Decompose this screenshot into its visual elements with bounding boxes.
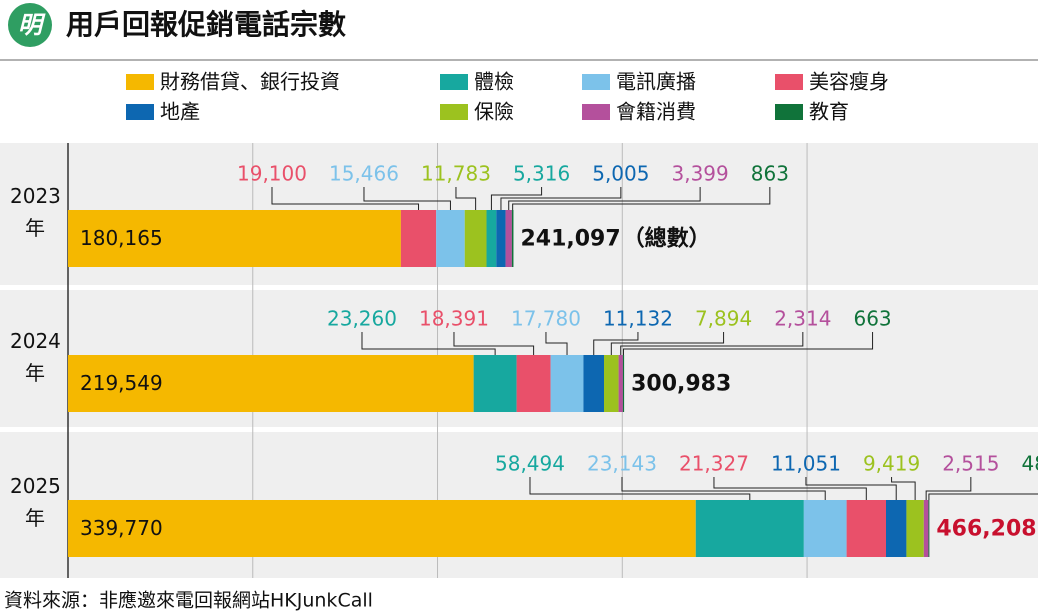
value-label: 58,494 bbox=[495, 452, 565, 476]
value-label: 7,894 bbox=[695, 307, 752, 331]
bar-segment bbox=[622, 355, 625, 412]
bar-segment bbox=[846, 500, 887, 557]
value-label: 9,419 bbox=[863, 452, 920, 476]
value-label: 11,132 bbox=[603, 307, 673, 331]
total-label: 241,097 bbox=[520, 227, 620, 252]
leader-line bbox=[363, 187, 451, 210]
bar-segment bbox=[886, 500, 907, 557]
bar-segment bbox=[400, 210, 437, 267]
bar-segment bbox=[803, 500, 847, 557]
bar-segment bbox=[516, 355, 551, 412]
legend-label: 電訊廣播 bbox=[616, 70, 696, 94]
legend-label: 體檢 bbox=[474, 70, 514, 94]
bar-segment bbox=[550, 355, 584, 412]
leader-line bbox=[508, 187, 701, 210]
chart-title: 用戶回報促銷電話宗數 bbox=[66, 8, 346, 41]
value-label: 23,260 bbox=[327, 307, 397, 331]
legend-swatch bbox=[582, 74, 610, 90]
legend-swatch bbox=[775, 74, 803, 90]
value-label: 219,549 bbox=[80, 371, 163, 395]
category-label: 2025年 bbox=[10, 474, 61, 530]
leader-line bbox=[545, 332, 568, 355]
bar-segment bbox=[505, 210, 512, 267]
legend-label: 保險 bbox=[474, 100, 514, 124]
bar-segment bbox=[486, 210, 497, 267]
legend-swatch bbox=[126, 104, 154, 120]
bar-segment bbox=[473, 355, 517, 412]
logo-badge bbox=[8, 3, 52, 47]
bar-segment bbox=[928, 500, 930, 557]
total-label: 300,983 bbox=[631, 372, 731, 397]
value-label: 2,515 bbox=[942, 452, 999, 476]
leader-line bbox=[620, 332, 804, 355]
category-label: 2023年 bbox=[10, 184, 61, 240]
leader-line bbox=[529, 477, 751, 500]
value-label: 23,143 bbox=[587, 452, 657, 476]
bar-segment bbox=[604, 355, 619, 412]
leader-line bbox=[891, 477, 916, 500]
leader-line bbox=[500, 187, 622, 210]
legend-swatch bbox=[440, 104, 468, 120]
value-label: 11,051 bbox=[771, 452, 841, 476]
legend-label: 地產 bbox=[160, 100, 200, 124]
total-label: 466,208 bbox=[936, 517, 1036, 542]
value-label: 489 bbox=[1021, 452, 1038, 476]
leader-line bbox=[621, 477, 826, 500]
leader-line bbox=[593, 332, 639, 355]
category-label: 2024年 bbox=[10, 329, 61, 385]
bar-segment bbox=[436, 210, 465, 267]
leader-line bbox=[805, 477, 897, 500]
bar-segment bbox=[464, 210, 487, 267]
value-label: 15,466 bbox=[329, 162, 399, 186]
leader-line bbox=[361, 332, 496, 355]
legend-swatch bbox=[582, 104, 610, 120]
value-label: 663 bbox=[853, 307, 891, 331]
leader-line bbox=[622, 332, 874, 355]
value-label: 863 bbox=[751, 162, 789, 186]
bar-segment bbox=[695, 500, 804, 557]
bar-segment bbox=[583, 355, 605, 412]
source: 資料來源：非應邀來電回報網站HKJunkCall bbox=[4, 589, 373, 612]
value-label: 5,316 bbox=[513, 162, 570, 186]
bar-segment bbox=[496, 210, 506, 267]
value-label: 18,391 bbox=[419, 307, 489, 331]
leader-line bbox=[455, 187, 477, 210]
leader-line bbox=[490, 187, 543, 210]
leader-line bbox=[925, 477, 972, 500]
value-label: 21,327 bbox=[679, 452, 749, 476]
legend-swatch bbox=[440, 74, 468, 90]
bar-segment bbox=[68, 210, 401, 267]
leader-line bbox=[512, 187, 771, 210]
bar-segment bbox=[906, 500, 924, 557]
leader-line bbox=[453, 332, 535, 355]
legend-swatch bbox=[775, 104, 803, 120]
logo: 明 bbox=[18, 11, 46, 39]
legend-label: 會籍消費 bbox=[616, 100, 696, 124]
legend-label: 美容瘦身 bbox=[809, 70, 889, 94]
value-label: 339,770 bbox=[80, 516, 163, 540]
leader-line bbox=[271, 187, 420, 210]
bar-segment bbox=[511, 210, 514, 267]
leader-line bbox=[928, 493, 1038, 500]
legend-swatch bbox=[126, 74, 154, 90]
leader-line bbox=[713, 477, 867, 500]
value-label: 19,100 bbox=[237, 162, 307, 186]
value-label: 17,780 bbox=[511, 307, 581, 331]
legend-label: 財務借貸、銀行投資 bbox=[160, 70, 340, 94]
value-label: 2,314 bbox=[774, 307, 831, 331]
total-note: （總數） bbox=[623, 226, 711, 252]
bar-segment bbox=[68, 355, 474, 412]
bar-segment bbox=[618, 355, 623, 412]
value-label: 5,005 bbox=[592, 162, 649, 186]
value-label: 3,399 bbox=[671, 162, 728, 186]
legend-label: 教育 bbox=[809, 100, 849, 124]
bar-segment bbox=[68, 500, 696, 557]
value-label: 180,165 bbox=[80, 226, 163, 250]
value-label: 11,783 bbox=[421, 162, 491, 186]
bar-segment bbox=[923, 500, 929, 557]
leader-line bbox=[610, 332, 725, 355]
